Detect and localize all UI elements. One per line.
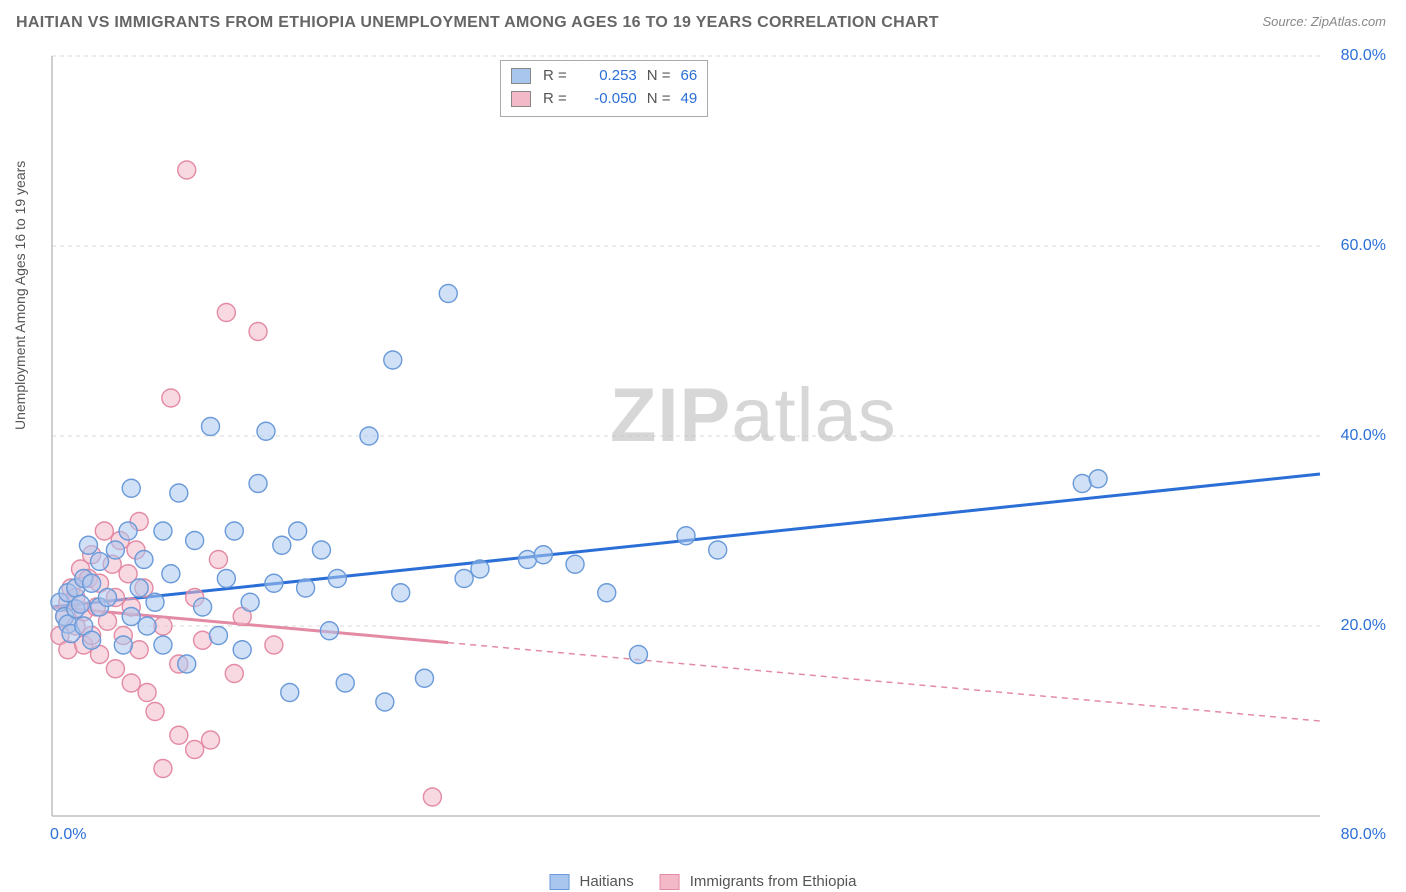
r-label: R = bbox=[543, 88, 567, 111]
legend-item-ethiopia: Immigrants from Ethiopia bbox=[660, 873, 857, 890]
y-axis-label: Unemployment Among Ages 16 to 19 years bbox=[12, 161, 28, 430]
x-axis-tick-max: 80.0% bbox=[1341, 826, 1386, 844]
correlation-chart: HAITIAN VS IMMIGRANTS FROM ETHIOPIA UNEM… bbox=[0, 0, 1406, 892]
legend-label-ethiopia: Immigrants from Ethiopia bbox=[690, 873, 857, 890]
y-axis-tick: 20.0% bbox=[1341, 617, 1386, 635]
source-attribution: Source: ZipAtlas.com bbox=[1262, 14, 1386, 29]
stats-row-ethiopia: R = -0.050 N = 49 bbox=[511, 88, 697, 111]
stats-row-haitians: R = 0.253 N = 66 bbox=[511, 65, 697, 88]
y-axis-tick: 80.0% bbox=[1341, 47, 1386, 65]
r-label: R = bbox=[543, 65, 567, 88]
legend-item-haitians: Haitians bbox=[550, 873, 634, 890]
r-value-ethiopia: -0.050 bbox=[577, 88, 637, 111]
x-axis-tick-min: 0.0% bbox=[50, 826, 86, 844]
y-axis-tick: 60.0% bbox=[1341, 237, 1386, 255]
r-value-haitians: 0.253 bbox=[577, 65, 637, 88]
n-label: N = bbox=[647, 88, 671, 111]
y-axis-tick: 40.0% bbox=[1341, 427, 1386, 445]
n-value-haitians: 66 bbox=[681, 65, 698, 88]
legend-label-haitians: Haitians bbox=[580, 873, 634, 890]
chart-svg bbox=[50, 52, 1390, 842]
chart-title: HAITIAN VS IMMIGRANTS FROM ETHIOPIA UNEM… bbox=[16, 14, 939, 32]
swatch-ethiopia bbox=[511, 91, 531, 107]
legend-swatch-haitians bbox=[550, 874, 570, 890]
n-label: N = bbox=[647, 65, 671, 88]
n-value-ethiopia: 49 bbox=[681, 88, 698, 111]
swatch-haitians bbox=[511, 68, 531, 84]
plot-area: ZIPatlas R = 0.253 N = 66 R = -0.050 N =… bbox=[50, 52, 1390, 842]
stats-box: R = 0.253 N = 66 R = -0.050 N = 49 bbox=[500, 60, 708, 117]
legend-swatch-ethiopia bbox=[660, 874, 680, 890]
legend: Haitians Immigrants from Ethiopia bbox=[550, 873, 857, 890]
